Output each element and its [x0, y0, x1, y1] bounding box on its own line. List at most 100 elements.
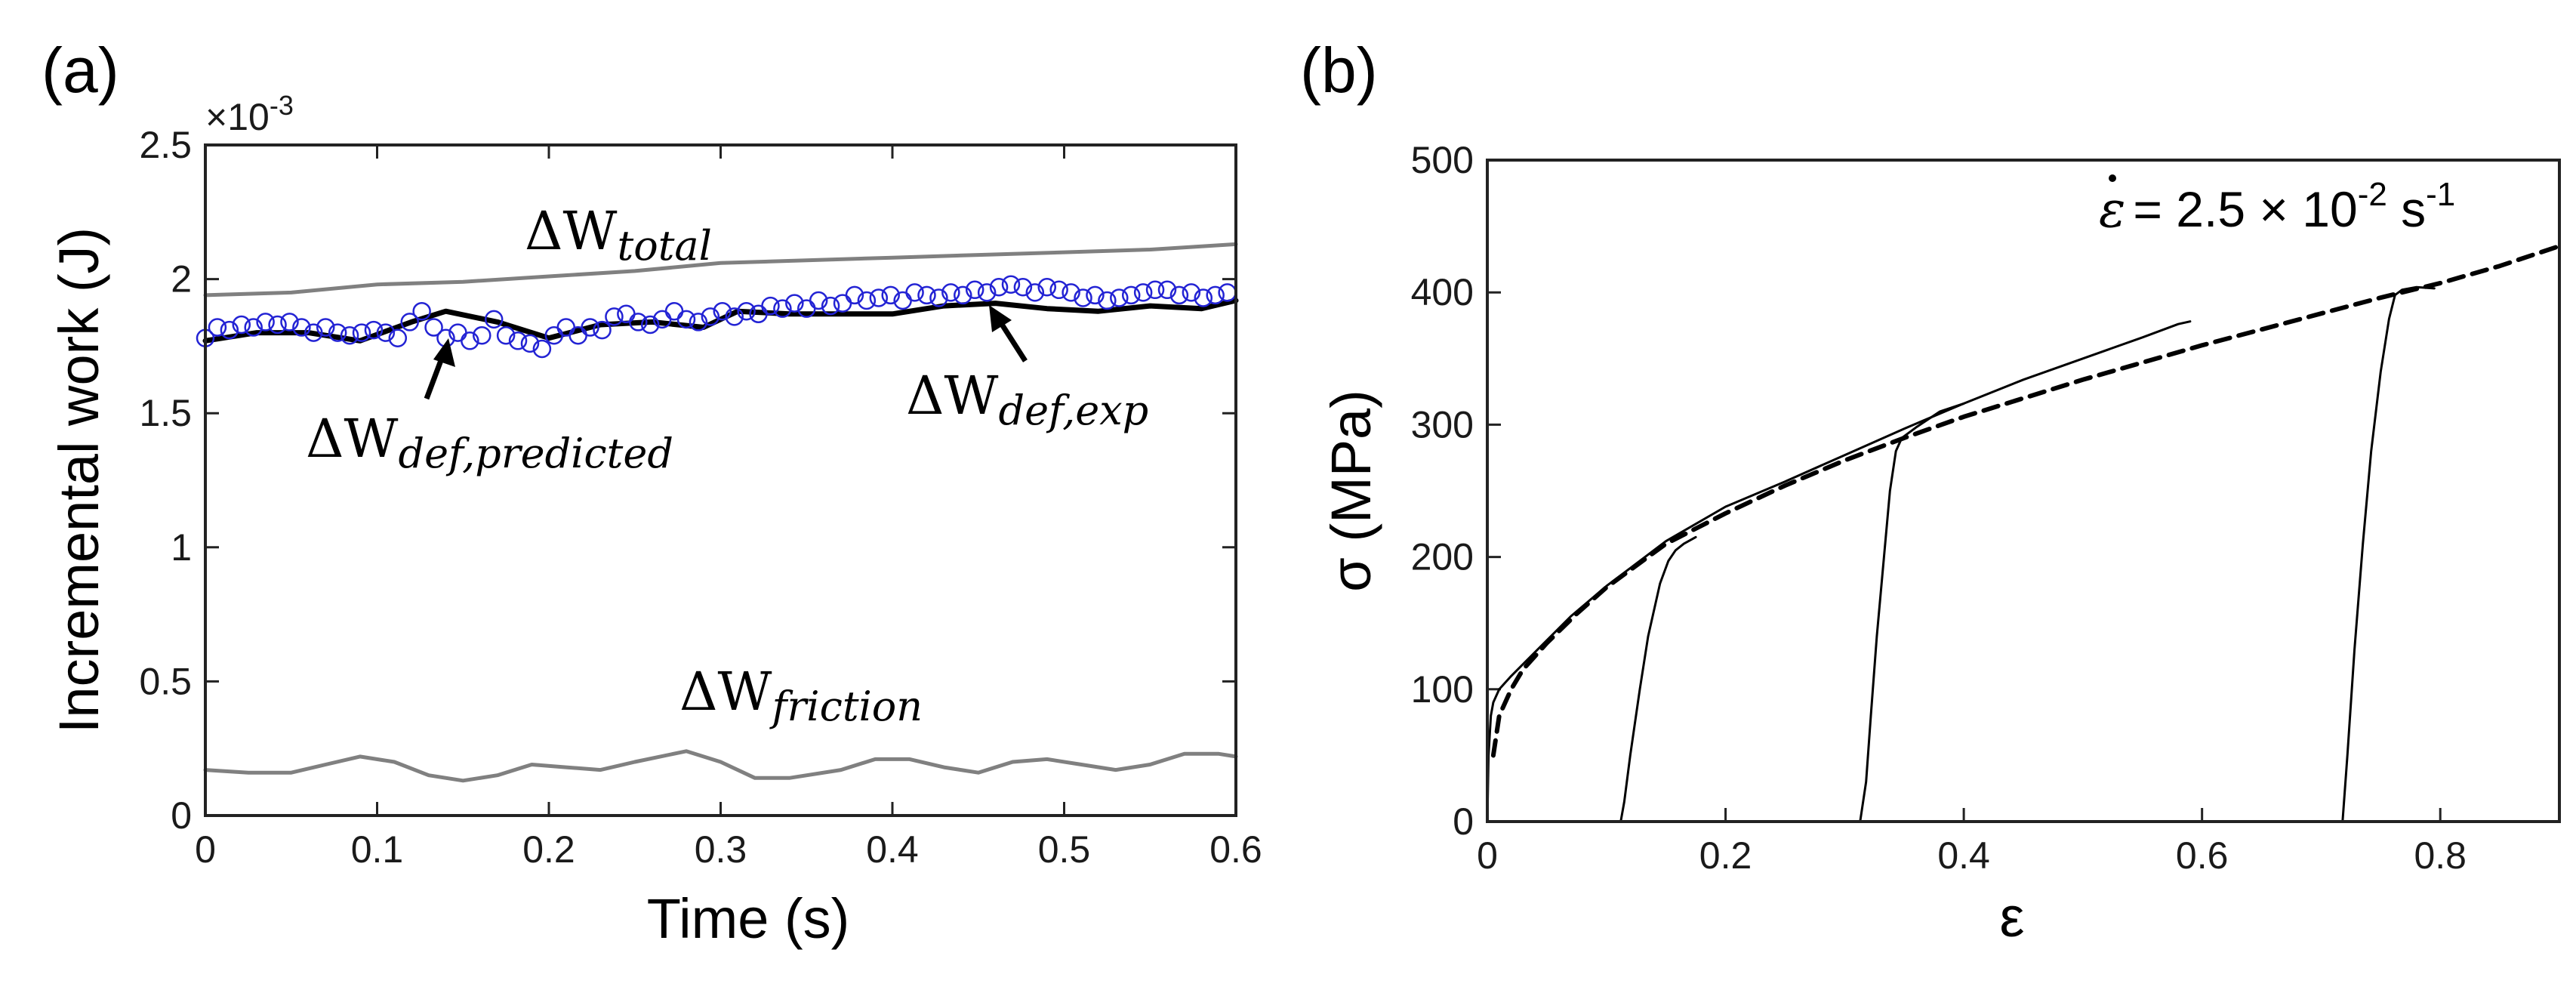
y-tick-label: 200	[1411, 536, 1474, 578]
data-point	[917, 285, 936, 305]
chart-b-ylabel: σ (MPa)	[1320, 390, 1382, 592]
data-point	[857, 291, 877, 310]
data-point	[941, 283, 960, 302]
x-tick-label: 0.6	[2176, 834, 2229, 877]
series-test-4	[2341, 285, 2436, 823]
x-tick-label: 0.8	[2414, 834, 2467, 877]
annotation-w-def-predicted-sub: def,predicted	[399, 430, 673, 477]
y-tick-label: 2	[171, 258, 192, 301]
annotation-w-friction: ΔWfriction	[679, 661, 923, 730]
data-point	[376, 323, 396, 342]
data-point	[292, 318, 311, 337]
data-point	[220, 320, 239, 340]
y-tick-label: 300	[1411, 403, 1474, 446]
panel-a-label: (a)	[42, 35, 119, 106]
strain-rate-label: ε = 2.5 × 10-2 s-1	[2099, 176, 2455, 239]
y-tick-label: 2.5	[139, 124, 192, 166]
y-tick-label: 1	[171, 526, 192, 569]
annotation-w-friction-base: ΔW	[679, 661, 772, 723]
data-point	[388, 328, 408, 347]
data-point	[869, 288, 889, 307]
data-point	[1194, 288, 1213, 307]
annotation-w-def-exp-sub: def,exp	[999, 387, 1149, 434]
series-w-def-exp	[196, 275, 1237, 359]
annotation-w-def-predicted-base: ΔW	[306, 408, 399, 470]
data-point	[520, 334, 540, 353]
data-point	[1049, 280, 1068, 300]
data-point	[364, 320, 384, 340]
strain-rate-base: = 2.5 × 10	[2133, 181, 2357, 237]
y-tick-label: 1.5	[139, 392, 192, 434]
data-point	[761, 296, 780, 316]
data-point	[532, 339, 552, 359]
data-point	[881, 285, 900, 305]
strain-rate-dot	[2109, 174, 2116, 182]
data-point	[1206, 285, 1225, 305]
y-tick-label: 0	[171, 794, 192, 837]
chart-a-exponent-base: ×10	[205, 96, 270, 138]
annotation-w-def-exp: ΔWdef,exp	[906, 365, 1148, 434]
x-tick-label: 0	[1477, 834, 1498, 877]
data-point	[232, 315, 251, 335]
series-test-3	[1859, 402, 1965, 823]
data-point	[605, 307, 624, 326]
data-point	[1025, 283, 1045, 302]
chart-a: 0 0.1 0.2 0.3 0.4 0.5 0.6 0 0.5 1 1.5 2 2.5 ×10-3 In…	[48, 90, 1262, 950]
data-point	[268, 315, 287, 335]
data-point	[1121, 285, 1141, 305]
data-point	[508, 331, 528, 350]
arrow-def-exp	[989, 305, 1028, 362]
chart-a-frame	[204, 143, 1237, 817]
arrow-def-predicted	[424, 338, 455, 400]
data-point	[304, 323, 323, 342]
data-point	[280, 313, 299, 331]
x-tick-label: 0.2	[1699, 834, 1752, 877]
data-point	[821, 296, 840, 316]
chart-a-ticks: 0 0.1 0.2 0.3 0.4 0.5 0.6 0 0.5 1 1.5 2 2.5	[139, 124, 1262, 871]
y-tick-label: 400	[1411, 271, 1474, 313]
x-tick-label: 0.4	[1937, 834, 1990, 877]
data-point	[1098, 291, 1117, 310]
annotation-w-def-exp-base: ΔW	[906, 365, 999, 427]
data-point	[905, 283, 924, 302]
data-point	[640, 315, 660, 335]
data-point	[689, 313, 708, 331]
data-point	[989, 278, 1009, 297]
data-point	[208, 318, 227, 337]
data-point	[1086, 285, 1105, 305]
strain-rate-unit-power: -1	[2426, 176, 2455, 213]
data-point	[954, 285, 972, 305]
data-point	[1062, 283, 1080, 302]
data-point	[1001, 275, 1021, 294]
data-point	[833, 294, 852, 313]
chart-a-xlabel: Time (s)	[647, 887, 850, 950]
y-tick-label: 0.5	[139, 660, 192, 702]
chart-b-ticks: 0 0.2 0.4 0.6 0.8 0 100 200 300 400 500	[1411, 139, 2467, 877]
data-point	[328, 323, 347, 342]
x-tick-label: 0.5	[1038, 828, 1091, 871]
data-point	[664, 301, 684, 321]
x-tick-label: 0	[195, 828, 216, 871]
data-point	[1074, 288, 1092, 307]
data-point	[1157, 280, 1177, 300]
panel-b-label: (b)	[1300, 35, 1378, 106]
chart-a-ylabel: Incremental work (J)	[48, 227, 110, 733]
data-point	[773, 299, 792, 318]
data-point	[316, 318, 335, 337]
annotation-w-total-base: ΔW	[525, 200, 618, 262]
data-point	[1037, 278, 1056, 297]
annotation-w-total-sub: total	[618, 222, 712, 270]
x-tick-label: 0.1	[351, 828, 404, 871]
data-point	[845, 285, 864, 305]
data-point	[1145, 280, 1165, 300]
chart-b-series	[1486, 243, 2562, 823]
data-point	[424, 318, 443, 337]
x-tick-label: 0.4	[866, 828, 919, 871]
data-point	[340, 325, 359, 345]
y-tick-label: 100	[1411, 668, 1474, 711]
data-point	[400, 313, 419, 331]
annotation-w-total: ΔWtotal	[525, 200, 712, 270]
data-point	[412, 301, 431, 321]
data-point	[1182, 283, 1201, 302]
